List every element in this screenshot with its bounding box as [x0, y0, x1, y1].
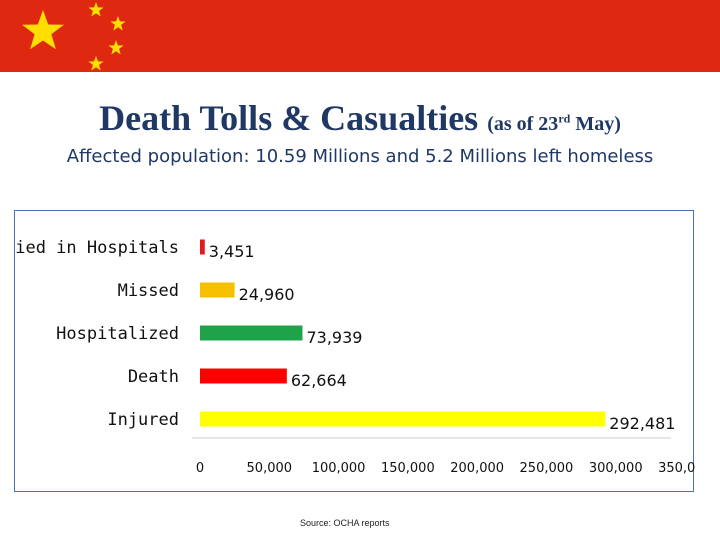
title-note-end: May)	[570, 113, 621, 135]
flag-banner	[0, 0, 720, 72]
bar	[200, 411, 606, 427]
x-tick-label: 250,000	[520, 461, 574, 476]
category-label: Injured	[107, 410, 179, 430]
data-label: 62,664	[291, 371, 347, 390]
chart-frame: Died in Hospitals 3,451 Missed 24,960 Hospit…	[14, 210, 695, 492]
x-tick-label: 150,000	[381, 461, 435, 476]
category-label: Hospitalized	[56, 324, 179, 344]
category-label: Died in Hospitals	[15, 238, 179, 258]
bar	[200, 239, 205, 255]
bar	[200, 368, 287, 384]
small-star-icon	[108, 40, 124, 55]
x-tick-label: 50,000	[247, 461, 293, 476]
x-tick-label: 300,000	[589, 461, 643, 476]
x-tick-label: 200,000	[450, 461, 504, 476]
small-star-icon	[110, 16, 126, 31]
x-tick-label: 350,000	[658, 461, 695, 476]
data-label: 73,939	[306, 328, 362, 347]
data-label: 24,960	[239, 285, 295, 304]
bar	[200, 282, 235, 298]
small-star-icon	[88, 56, 104, 71]
category-label: Death	[128, 367, 179, 387]
data-label: 292,481	[609, 414, 675, 433]
china-flag-stars-icon	[22, 2, 126, 71]
bar-chart: Died in Hospitals 3,451 Missed 24,960 Hospit…	[15, 238, 695, 476]
category-label: Missed	[118, 281, 179, 301]
title-note-sup: rd	[558, 111, 571, 126]
source-note: Source: OCHA reports	[300, 518, 390, 528]
subtitle: Affected population: 10.59 Millions and …	[66, 146, 654, 167]
data-label: 3,451	[209, 242, 255, 261]
large-star-icon	[22, 10, 64, 50]
title-date-note: (as of 23rd May)	[487, 111, 621, 135]
x-tick-label: 0	[196, 461, 204, 476]
title-note-text: (as of 23	[487, 113, 559, 135]
page-title: Death Tolls & Casualties (as of 23rd May…	[0, 97, 720, 139]
bar	[200, 325, 303, 341]
small-star-icon	[88, 2, 104, 17]
title-main: Death Tolls & Casualties	[99, 98, 479, 138]
x-tick-label: 100,000	[312, 461, 366, 476]
